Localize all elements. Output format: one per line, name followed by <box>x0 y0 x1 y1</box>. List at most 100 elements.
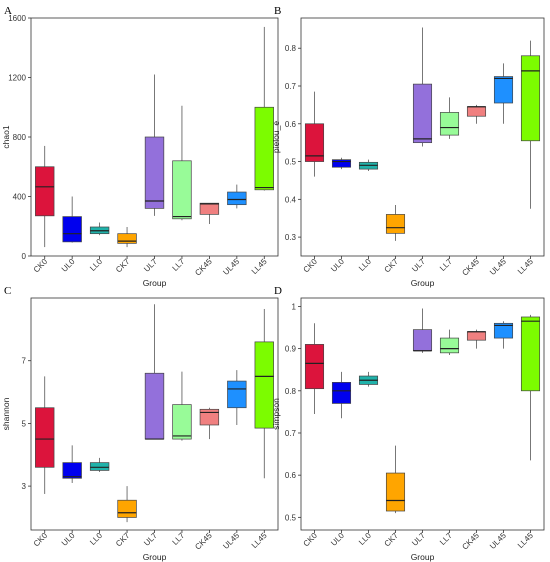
box-ck45 <box>466 331 487 341</box>
y-axis-title: simpson <box>271 398 281 430</box>
box-ll45 <box>254 341 274 429</box>
x-tick-label: CK0 <box>302 531 320 549</box>
box-ul7 <box>412 329 433 352</box>
box-ck0 <box>304 344 325 390</box>
box-ul0 <box>331 159 352 168</box>
y-tick-label: 800 <box>13 133 27 142</box>
panel-d: D 0.5 0.6 0.7 0.8 0.9 1 simpson Group CK0 UL0 LL0 CK… <box>271 285 545 562</box>
box-ck45 <box>199 408 220 426</box>
box-ll45 <box>520 55 541 142</box>
x-tick-label: UL0 <box>329 257 346 274</box>
box-ll7 <box>439 112 460 136</box>
x-tick-label: LL45 <box>516 257 535 276</box>
box-ck0 <box>304 123 325 162</box>
box-ll7 <box>172 404 192 440</box>
x-tick-label: UL0 <box>329 531 346 548</box>
box-ck7 <box>385 214 406 234</box>
y-axis-title: shannon <box>1 397 11 430</box>
box-ck45 <box>199 202 220 215</box>
y-tick-label: 3 <box>22 482 27 491</box>
box-ck45 <box>466 106 487 117</box>
x-tick-label: CK0 <box>32 257 50 275</box>
box-ll7 <box>172 160 192 220</box>
box-ll45 <box>254 106 274 191</box>
x-axis-title: Group <box>411 278 435 288</box>
x-tick-label: UL7 <box>142 531 159 548</box>
y-tick-label: 0.6 <box>285 120 297 129</box>
x-tick-label: LL0 <box>88 531 104 547</box>
x-tick-label: LL45 <box>250 257 269 276</box>
x-tick-label: UL0 <box>60 257 77 274</box>
x-tick-label: CK7 <box>383 531 401 549</box>
x-tick-label: UL7 <box>410 257 427 274</box>
box-ck7 <box>117 499 137 518</box>
y-tick-label: 7 <box>22 357 27 366</box>
x-tick-label: UL45 <box>221 257 241 277</box>
box-ul0 <box>62 216 82 243</box>
panel-letter: D <box>274 285 282 297</box>
y-tick-label: 0.8 <box>285 44 297 53</box>
box-ul45 <box>227 191 247 206</box>
y-tick-label: 1200 <box>8 74 26 83</box>
box-ul7 <box>412 83 433 144</box>
box-ul45 <box>227 380 247 409</box>
x-tick-label: LL7 <box>171 531 187 547</box>
panel-b: B 0.3 0.4 0.5 0.6 0.7 0.8 pielou_e Group CK0 UL0 LL… <box>271 5 545 288</box>
x-tick-label: LL0 <box>357 257 373 273</box>
x-tick-label: UL45 <box>488 257 508 277</box>
x-tick-label: LL45 <box>516 531 535 550</box>
panel-c: C 3 5 7 shannon Group CK0 UL0 LL0 CK7 UL7 LL7 CK45 UL… <box>1 285 279 562</box>
box-ck0 <box>35 166 55 217</box>
x-tick-label: UL7 <box>142 257 159 274</box>
panel-a: A 0 400 800 1200 1600 chao1 Group CK0 UL0 LL0 CK7 UL… <box>1 5 279 288</box>
y-tick-label: 0.6 <box>285 471 297 480</box>
x-tick-label: UL0 <box>60 531 77 548</box>
box-ul7 <box>144 136 165 209</box>
y-axis-title: chao1 <box>1 125 11 148</box>
panel-letter: A <box>4 5 12 17</box>
y-tick-label: 400 <box>13 193 27 202</box>
box-ul0 <box>331 382 352 404</box>
x-tick-label: CK0 <box>302 257 320 275</box>
y-tick-label: 0.7 <box>285 429 297 438</box>
x-tick-label: CK7 <box>114 531 132 549</box>
y-tick-label: 0.7 <box>285 82 297 91</box>
y-tick-label: 0.9 <box>285 345 297 354</box>
y-tick-label: 0.4 <box>285 195 297 204</box>
box-ll0 <box>89 462 110 471</box>
x-tick-label: LL45 <box>250 531 269 550</box>
x-axis-title: Group <box>143 278 167 288</box>
panel-letter: C <box>4 285 11 297</box>
x-tick-label: CK0 <box>32 531 50 549</box>
box-ul45 <box>493 322 514 339</box>
x-tick-label: CK45 <box>193 257 214 278</box>
x-tick-label: CK7 <box>383 257 401 275</box>
y-axis-title: pielou_e <box>271 121 281 153</box>
box-ul0 <box>62 462 82 479</box>
x-tick-label: LL7 <box>171 257 187 273</box>
box-ck0 <box>35 407 55 468</box>
y-tick-label: 5 <box>22 419 27 428</box>
box-ll45 <box>520 316 541 392</box>
panel-letter: B <box>274 5 281 17</box>
x-tick-label: CK7 <box>114 257 132 275</box>
y-tick-label: 0.3 <box>285 233 297 242</box>
y-tick-label: 0.8 <box>285 387 297 396</box>
x-tick-label: LL0 <box>88 257 104 273</box>
x-axis-title: Group <box>143 552 167 562</box>
y-tick-label: 0 <box>22 252 27 261</box>
box-ul7 <box>144 372 165 440</box>
y-tick-label: 0.5 <box>285 158 297 167</box>
x-tick-label: UL45 <box>221 531 241 551</box>
y-tick-label: 0.5 <box>285 513 297 522</box>
x-tick-label: UL45 <box>488 531 508 551</box>
y-tick-label: 1600 <box>8 14 26 23</box>
box-ul45 <box>493 76 514 104</box>
box-ck7 <box>385 472 406 512</box>
box-ll7 <box>439 337 460 354</box>
x-axis-title: Group <box>411 552 435 562</box>
x-tick-label: LL7 <box>438 257 454 273</box>
x-tick-label: UL7 <box>410 531 427 548</box>
x-tick-label: CK45 <box>460 531 481 552</box>
